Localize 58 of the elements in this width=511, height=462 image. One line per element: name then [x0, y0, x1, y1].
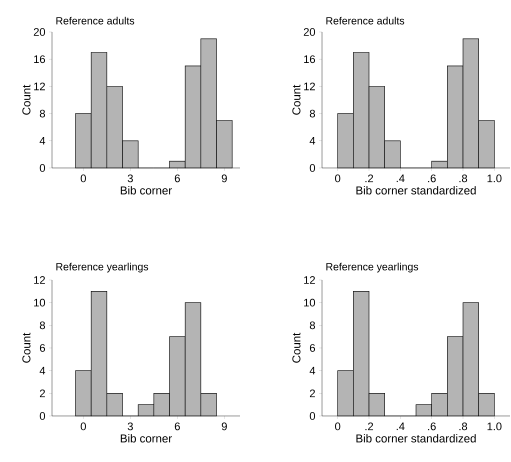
x-tick-label: .8: [459, 422, 468, 430]
x-axis-title: Bib corner standardized: [356, 434, 476, 443]
x-tick-label: 3: [128, 174, 133, 182]
x-tick-label: 6: [174, 422, 180, 430]
x-tick-label: .4: [396, 422, 405, 430]
y-axis-title: Count: [22, 84, 30, 115]
y-axis-title: Count: [292, 84, 300, 115]
y-tick-label: 16: [304, 55, 315, 64]
y-tick-label: 8: [40, 321, 45, 330]
x-tick-label: 3: [128, 422, 133, 430]
x-tick-label: 0: [335, 174, 340, 182]
chart-title: Reference adults: [56, 16, 134, 24]
y-tick-label: 12: [304, 82, 315, 90]
y-tick-label: 20: [34, 28, 46, 36]
x-tick-label: .4: [396, 174, 405, 182]
y-tick-label: 12: [34, 276, 45, 284]
x-tick-label: 6: [174, 174, 180, 182]
x-axis-title: Bib corner standardized: [356, 186, 476, 195]
x-tick-label: .6: [428, 422, 436, 430]
y-tick-label: 8: [310, 110, 316, 118]
y-tick-label: 12: [34, 82, 45, 90]
x-tick-label: 0: [80, 422, 86, 430]
y-tick-label: 20: [304, 28, 316, 36]
x-tick-label: .2: [365, 422, 374, 430]
y-tick-label: 8: [310, 321, 316, 330]
x-tick-label: 1.0: [488, 422, 502, 430]
chart-title: Reference yearlings: [326, 262, 418, 272]
y-tick-label: 0: [40, 412, 46, 420]
y-tick-label: 0: [310, 412, 316, 420]
x-tick-label: 9: [222, 422, 227, 430]
x-tick-label: .2: [365, 174, 374, 182]
x-tick-label: .6: [428, 174, 436, 182]
x-axis-title: Bib corner: [120, 186, 172, 195]
y-tick-label: 8: [40, 110, 45, 118]
y-tick-label: 0: [310, 164, 316, 172]
y-tick-label: 4: [40, 366, 46, 374]
y-tick-label: 10: [34, 298, 46, 307]
y-tick-label: 16: [34, 55, 45, 64]
y-axis-title: Count: [22, 332, 30, 363]
x-tick-label: 1.0: [488, 174, 502, 182]
y-tick-label: 6: [40, 344, 45, 352]
y-tick-label: 0: [40, 164, 46, 172]
x-axis-title: Bib corner: [120, 434, 172, 443]
y-tick-label: 4: [40, 137, 46, 145]
y-tick-label: 6: [310, 344, 316, 352]
x-tick-label: 9: [222, 174, 227, 182]
y-axis-title: Count: [292, 332, 300, 363]
y-tick-label: 2: [310, 390, 315, 398]
y-tick-label: 12: [304, 276, 315, 284]
chart-title: Reference yearlings: [56, 262, 148, 272]
y-tick-label: 4: [310, 137, 316, 145]
chart-title: Reference adults: [326, 16, 404, 24]
x-tick-label: 0: [80, 174, 86, 182]
y-tick-label: 2: [40, 390, 45, 398]
y-tick-label: 10: [304, 298, 316, 307]
x-tick-label: 0: [335, 422, 340, 430]
y-tick-label: 4: [310, 366, 316, 374]
x-tick-label: .8: [459, 174, 468, 182]
